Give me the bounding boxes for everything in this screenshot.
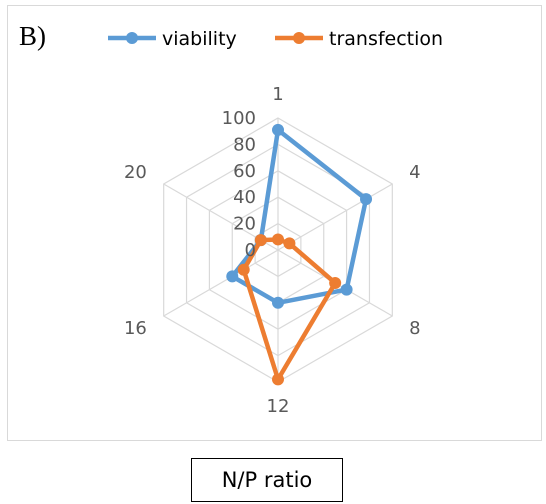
grid-spoke xyxy=(163,249,279,317)
data-point-transfection xyxy=(283,237,296,250)
data-point-viability xyxy=(340,283,353,296)
data-point-viability xyxy=(360,193,373,206)
data-point-transfection xyxy=(272,233,284,246)
tick-label: 100 xyxy=(222,108,256,129)
tick-label: 40 xyxy=(233,187,256,208)
grid-spoke xyxy=(277,183,393,251)
legend-marker-transfection xyxy=(293,32,305,44)
legend-label-viability: viability xyxy=(162,28,237,50)
data-point-transfection xyxy=(254,234,267,247)
category-label: 4 xyxy=(409,162,420,183)
radar-series xyxy=(226,123,373,386)
data-point-transfection xyxy=(237,263,250,276)
tick-label: 60 xyxy=(233,161,256,182)
tick-label: 20 xyxy=(233,214,256,235)
category-label: 1 xyxy=(272,84,283,105)
series-line-transfection xyxy=(241,237,338,382)
data-point-viability xyxy=(272,123,284,136)
category-label: 20 xyxy=(124,162,147,183)
data-point-transfection xyxy=(272,373,284,386)
data-point-viability xyxy=(226,270,239,283)
category-label: 16 xyxy=(124,318,147,339)
category-label: 8 xyxy=(409,318,420,339)
tick-label: 80 xyxy=(233,134,256,155)
x-axis-label: N/P ratio xyxy=(191,458,343,502)
tick-label: 0 xyxy=(245,240,256,261)
legend-label-transfection: transfection xyxy=(329,28,443,50)
radar-grid xyxy=(163,117,393,383)
data-point-transfection xyxy=(329,277,342,289)
legend: viability transfection xyxy=(108,28,443,50)
data-point-viability xyxy=(272,296,284,309)
category-label: 12 xyxy=(267,396,290,417)
radar-labels: 0 20 40 60 80 100 1 4 8 12 16 20 xyxy=(124,84,421,417)
legend-marker-viability xyxy=(126,32,138,44)
panel-label: B) xyxy=(19,21,46,51)
